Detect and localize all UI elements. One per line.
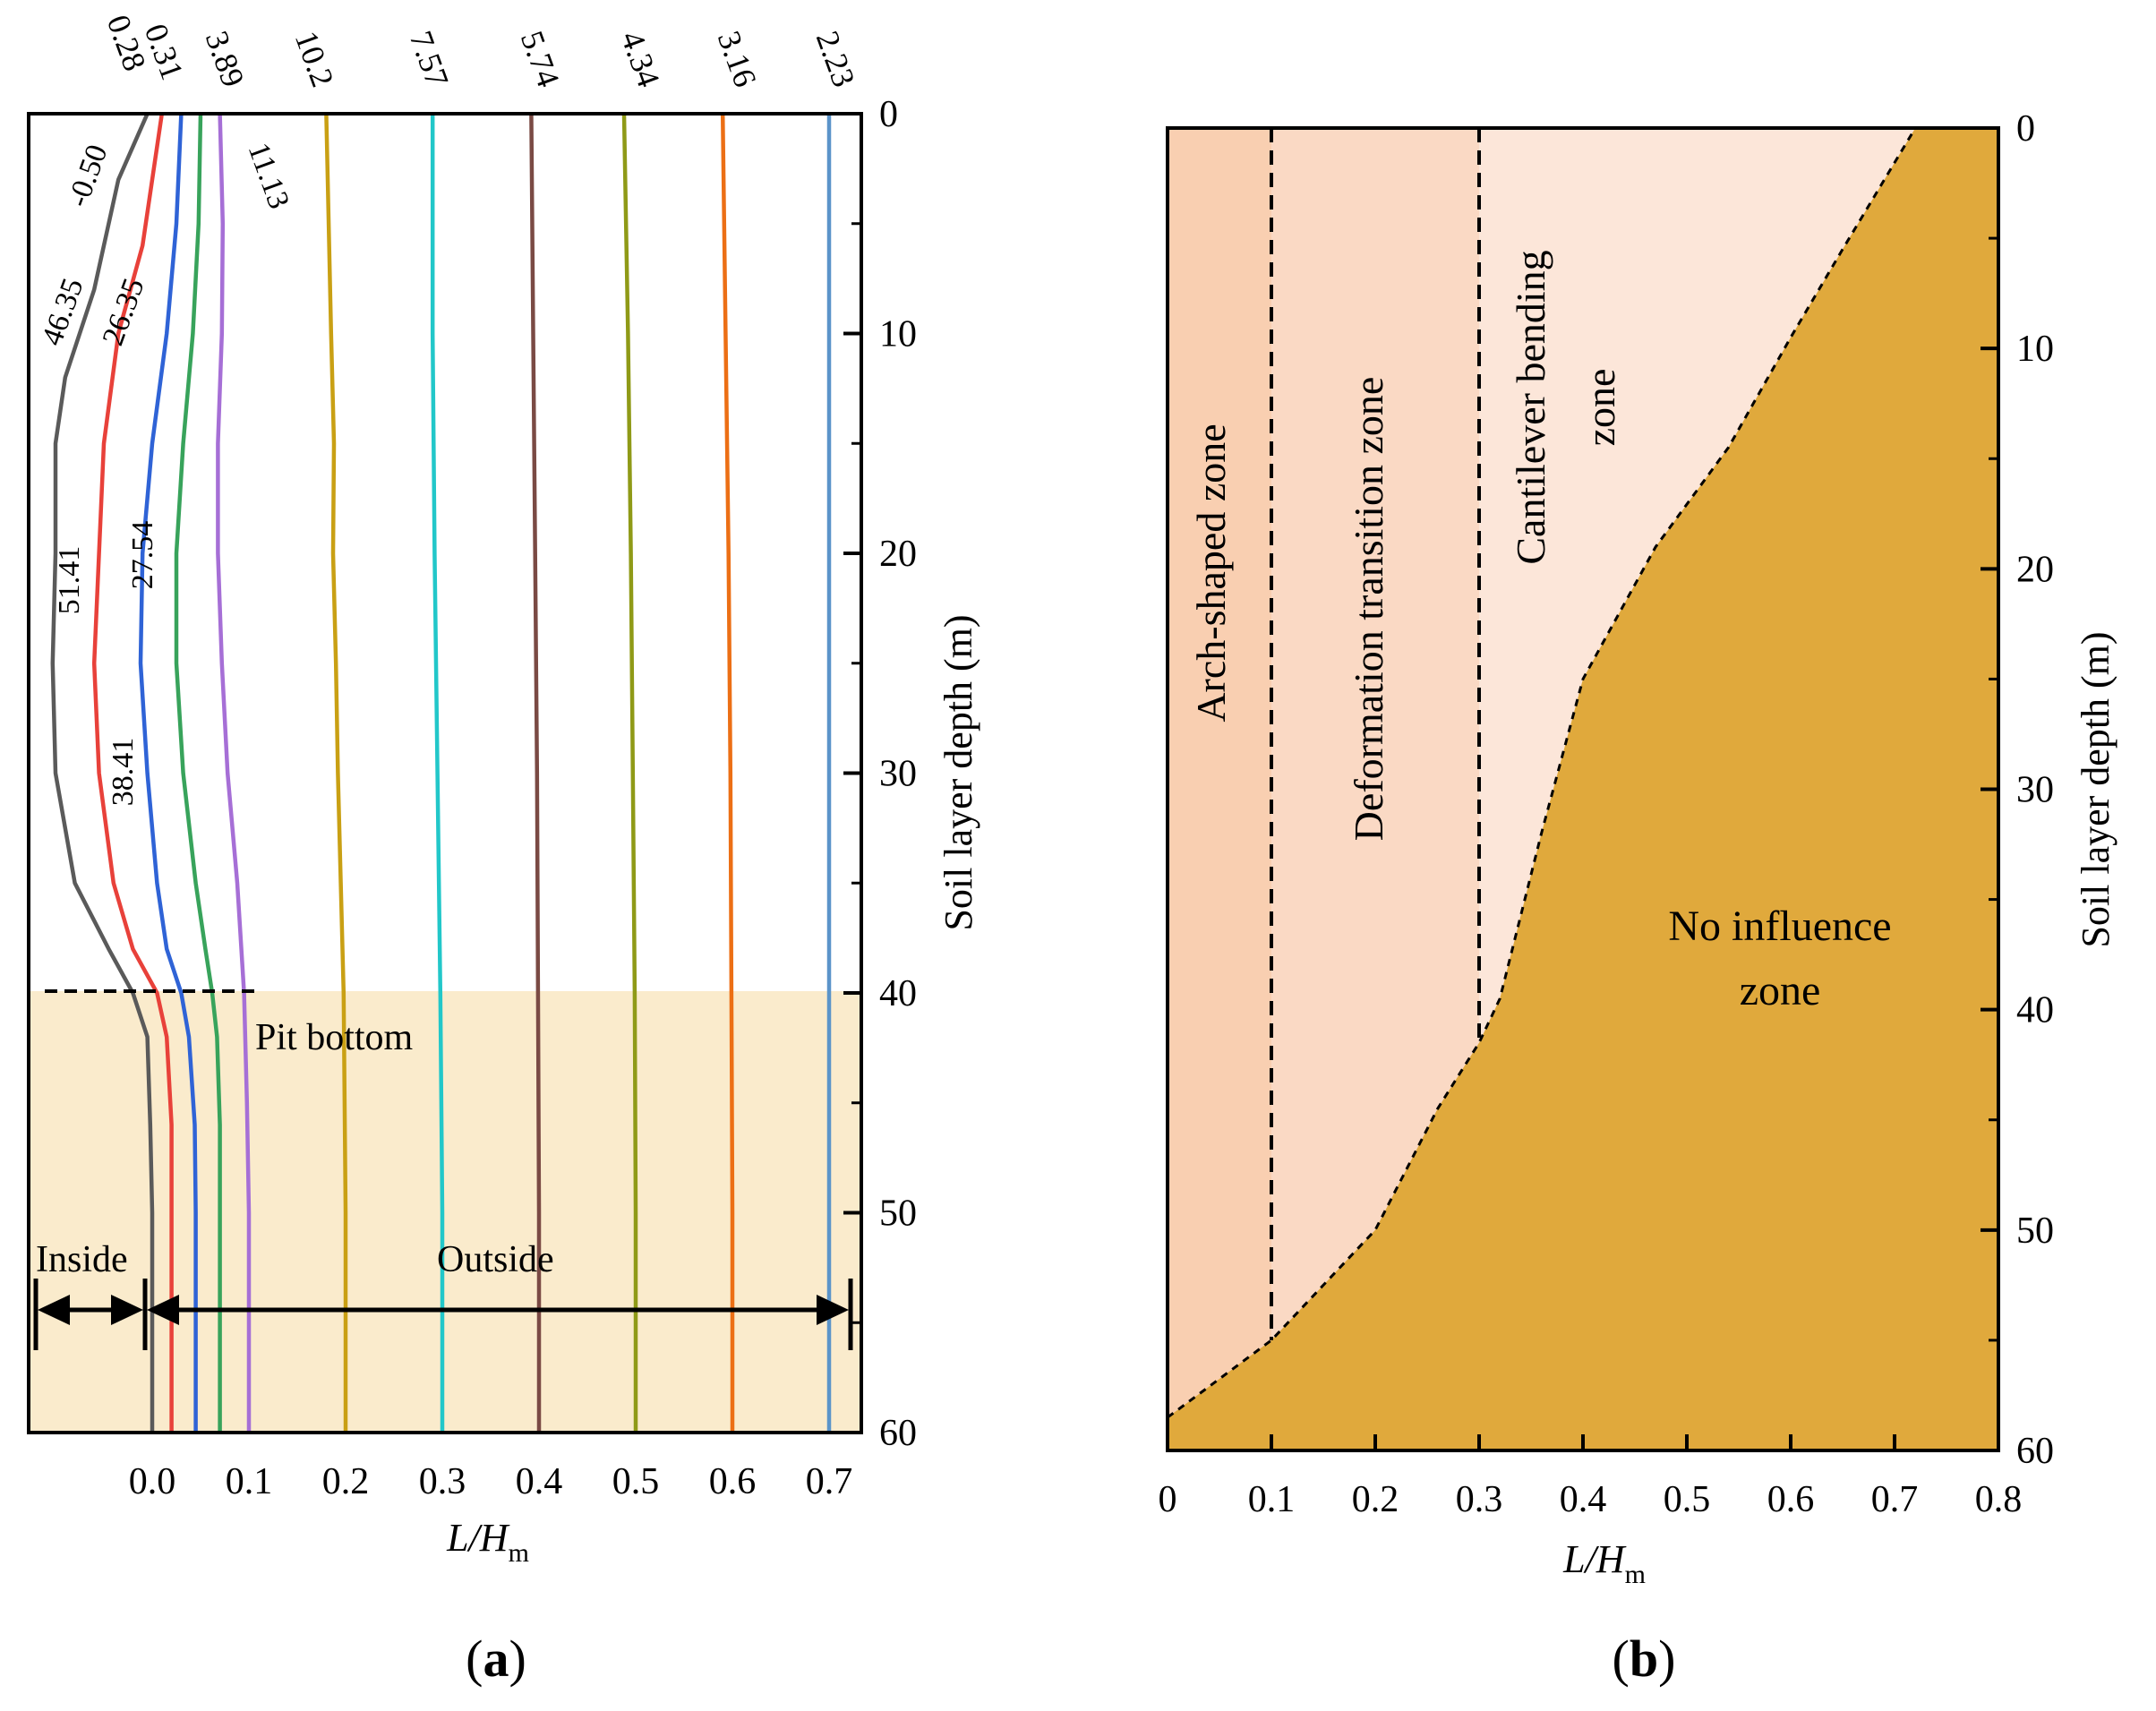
y-tick-label-60: 60 [879,1413,917,1454]
series-line-7 [529,113,542,1433]
zone-label-deformation: Deformation transition zone [1346,377,1391,842]
influence-boundary-line [1167,126,1998,1419]
zone-label-no-influence-line1: No influence [1668,903,1891,950]
y-tick-label-50: 50 [879,1193,917,1235]
x-axis-title: L/Hm [446,1516,529,1568]
x-tick-label-b-3: 0.3 [1456,1479,1503,1520]
x-tick-label-b-7: 0.7 [1871,1479,1919,1520]
y-axis: 0 10 20 30 40 50 60 [843,94,917,1454]
inside-arrow-left-head [38,1295,70,1325]
inside-label: Inside [36,1239,128,1280]
series-line-6 [430,114,445,1433]
outside-arrow-right-head [817,1295,849,1325]
y-tick-label-40: 40 [879,973,917,1014]
panel-label-a: (a) [466,1630,526,1688]
x-tick-label-7: 0.7 [806,1461,853,1502]
y-tick-label-0: 0 [879,94,898,135]
y-axis-title: Soil layer depth (m) [937,614,980,930]
annotation-2635: 26.35 [97,274,151,350]
panel-label-a-letter: a [483,1630,509,1688]
x-axis-title-b: L/Hm [1562,1537,1646,1589]
x-tick-label-6: 0.6 [709,1461,757,1502]
x-tick-label-b-1: 0.1 [1248,1479,1296,1520]
x-tick-label-2: 0.2 [322,1461,370,1502]
y-tick-label-b-50: 50 [2016,1211,2054,1252]
x-axis-title-b-main: L/H [1562,1537,1627,1581]
x-tick-label-b-0: 0 [1159,1479,1177,1520]
inside-arrow-right-head [111,1295,143,1325]
series-group [50,113,832,1433]
y-tick-label-10: 10 [879,314,917,355]
y-tick-label-b-60: 60 [2016,1431,2054,1472]
y-tick-label-b-40: 40 [2016,990,2054,1031]
x-tick-label-0: 0.0 [129,1461,176,1502]
zone-label-cantilever-line1: Cantilever bending [1508,250,1553,564]
x-tick-label-5: 0.5 [612,1461,660,1502]
x-axis-title-sub: m [509,1538,529,1568]
y-tick-label-b-30: 30 [2016,770,2054,811]
series-line-9 [720,113,735,1433]
annotation-3841: 38.41 [107,738,140,807]
y-tick-label-b-0: 0 [2016,108,2035,150]
series-line-5 [324,113,348,1433]
series-line-2 [138,113,198,1433]
panel-label-b-letter: b [1630,1630,1658,1688]
series-line-0 [50,113,155,1433]
x-axis-title-b-sub: m [1625,1560,1646,1589]
x-tick-label-b-6: 0.6 [1767,1479,1815,1520]
x-axis: 0.0 0.1 0.2 0.3 0.4 0.5 0.6 0.7 [129,1461,853,1502]
series-line-8 [621,113,638,1433]
x-axis-b: 0 0.1 0.2 0.3 0.4 0.5 0.6 0.7 0.8 [1159,1434,2023,1520]
x-tick-label-b-4: 0.4 [1560,1479,1607,1520]
x-axis-title-main: L/H [446,1516,510,1560]
y-tick-label-b-10: 10 [2016,329,2054,370]
series-line-1 [91,113,174,1433]
panel-label-b: (b) [1613,1630,1676,1688]
zone-label-no-influence-line2: zone [1740,967,1821,1014]
extent-arrows [33,1279,853,1350]
panel-a: 0 10 20 30 40 50 60 0.0 0.1 0.2 0.3 0.4 0.5 0.6 0.7 0… [27,10,980,1688]
top-label-7: 3.16 [711,26,764,91]
y-axis-b: 0 10 20 30 40 50 60 [1981,108,2054,1472]
pit-bottom-label: Pit bottom [255,1017,414,1058]
x-tick-label-1: 0.1 [226,1461,273,1502]
top-label-8: 2.23 [809,26,862,91]
top-label-2: 3.89 [199,26,252,91]
x-tick-label-b-8: 0.8 [1975,1479,2023,1520]
series-line-3 [174,113,222,1433]
zone-no-influence-fill [1168,128,1998,1450]
outside-label: Outside [437,1239,554,1280]
top-label-3: 10.2 [288,26,341,91]
y-axis-title-b: Soil layer depth (m) [2074,631,2118,947]
top-label-4: 7.57 [403,26,456,91]
zone-label-cantilever-line2: zone [1578,369,1623,447]
y-tick-label-30: 30 [879,754,917,795]
annotation-minus-050: -0.50 [62,141,115,211]
zone-label-arch: Arch-shaped zone [1188,423,1234,722]
annotation-4635: 46.35 [36,274,90,350]
top-label-5: 5.74 [514,26,567,91]
x-tick-label-3: 0.3 [419,1461,466,1502]
x-tick-label-4: 0.4 [516,1461,563,1502]
zone-arch-fill [1168,128,1271,1450]
annotation-1113: 11.13 [242,139,296,213]
top-label-6: 4.34 [614,26,667,91]
annotation-2754: 27.54 [126,521,159,590]
series-line-4 [216,113,252,1433]
annotation-5141: 51.41 [53,546,86,615]
outside-arrow-left-head [147,1295,179,1325]
x-tick-label-b-2: 0.2 [1352,1479,1399,1520]
y-tick-label-20: 20 [879,534,917,575]
y-tick-label-b-20: 20 [2016,549,2054,590]
x-tick-label-b-5: 0.5 [1664,1479,1711,1520]
top-label-1: 0.31 [138,19,191,84]
